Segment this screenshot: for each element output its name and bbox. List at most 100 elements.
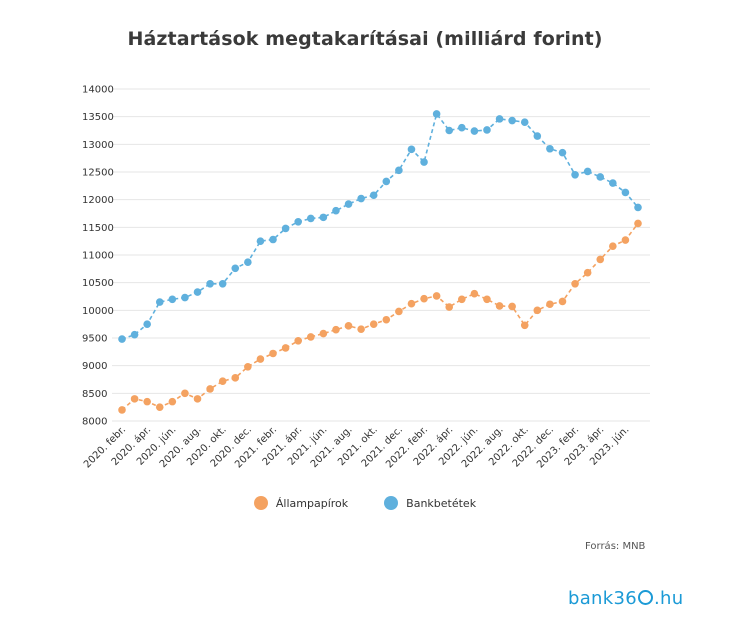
data-point	[269, 235, 277, 244]
data-point	[508, 116, 516, 125]
data-point	[583, 167, 592, 176]
data-point	[470, 289, 479, 298]
data-point	[118, 406, 126, 414]
data-point	[458, 295, 466, 304]
data-point	[495, 115, 504, 123]
data-point	[432, 292, 441, 300]
legend-label-bankbetetek: Bankbetétek	[406, 496, 477, 510]
data-point	[520, 321, 529, 330]
data-point	[357, 325, 365, 333]
data-point	[344, 322, 353, 330]
data-point	[181, 389, 189, 398]
y-tick-label: 9500	[82, 334, 107, 345]
data-point	[420, 158, 428, 166]
data-point	[483, 295, 491, 304]
logo-ring-icon	[638, 590, 653, 605]
data-point	[294, 218, 302, 226]
data-point	[420, 294, 428, 303]
data-point	[558, 148, 567, 157]
data-point	[218, 279, 227, 288]
legend-swatch-bankbetetek	[384, 496, 399, 510]
data-point	[445, 303, 454, 311]
data-point	[193, 288, 202, 296]
legend-label-allampapirok: Állampapírok	[275, 496, 349, 510]
data-point	[130, 330, 139, 339]
y-tick-label: 12500	[82, 168, 114, 179]
data-point	[546, 144, 554, 153]
data-point	[281, 224, 290, 233]
data-point	[533, 132, 542, 140]
data-point	[143, 320, 151, 328]
data-point	[281, 344, 290, 352]
data-point	[269, 349, 277, 358]
data-point	[407, 145, 416, 154]
series-line-0	[121, 222, 639, 411]
data-point	[609, 242, 617, 250]
data-point	[231, 264, 240, 273]
data-point	[130, 395, 139, 403]
y-tick-label: 10000	[82, 306, 114, 317]
data-point	[470, 127, 479, 135]
data-point	[596, 173, 605, 181]
data-point	[244, 258, 252, 266]
data-point	[319, 329, 328, 338]
data-point	[369, 320, 378, 328]
grid-lines	[112, 88, 650, 422]
data-point	[483, 126, 491, 134]
data-point	[382, 177, 391, 186]
data-point	[369, 191, 378, 200]
legend: Állampapírok Bankbetétek	[0, 496, 730, 510]
y-tick-label: 13000	[82, 140, 114, 151]
data-point	[168, 295, 177, 304]
data-point	[181, 293, 189, 302]
data-point	[583, 268, 592, 277]
line-chart: 8000 8500 9000 9500 10000 10500 11000 11500 1200…	[82, 85, 650, 471]
chart-title: Háztartások megtakarításai (milliárd for…	[127, 28, 603, 50]
legend-item-allampapirok: Állampapírok	[253, 496, 349, 510]
data-point	[407, 299, 416, 308]
x-axis-ticks: 2020. febr.2020. ápr.2020. jún.2020. aug…	[82, 424, 632, 471]
data-point	[609, 179, 617, 187]
data-point	[395, 166, 403, 175]
data-point	[357, 194, 365, 203]
data-point	[533, 306, 542, 315]
data-point	[168, 397, 177, 406]
data-point	[445, 126, 454, 135]
data-point	[155, 403, 164, 411]
data-point	[294, 336, 302, 345]
y-tick-label: 11500	[82, 223, 114, 234]
data-point	[495, 302, 504, 310]
data-point	[256, 355, 265, 363]
data-point	[332, 206, 340, 215]
y-tick-label: 10500	[82, 278, 114, 289]
series-layer	[118, 110, 642, 414]
data-point	[319, 213, 328, 222]
y-axis-ticks: 8000 8500 9000 9500 10000 10500 11000 11500 1200…	[82, 85, 114, 428]
data-point	[432, 110, 441, 118]
logo-text-left: bank36	[568, 588, 637, 609]
data-point	[193, 395, 202, 403]
data-point	[206, 279, 214, 288]
data-point	[344, 200, 353, 208]
data-point	[382, 315, 391, 324]
y-tick-label: 14000	[82, 85, 114, 96]
data-point	[571, 279, 579, 288]
y-tick-label: 12000	[82, 195, 114, 206]
data-point	[621, 236, 630, 244]
data-point	[244, 362, 252, 371]
series-line-1	[121, 112, 639, 340]
data-point	[634, 203, 642, 212]
data-point	[143, 397, 151, 406]
legend-swatch-allampapirok	[253, 496, 268, 510]
y-tick-label: 9000	[82, 361, 107, 372]
y-tick-label: 11000	[82, 251, 114, 262]
data-point	[546, 300, 554, 309]
source-note: Forrás: MNB	[585, 541, 646, 552]
data-point	[520, 118, 529, 126]
data-point	[621, 188, 630, 197]
data-point	[571, 170, 579, 179]
data-point	[332, 325, 340, 334]
data-point	[218, 377, 227, 385]
data-point	[306, 333, 315, 341]
data-point	[458, 123, 466, 132]
